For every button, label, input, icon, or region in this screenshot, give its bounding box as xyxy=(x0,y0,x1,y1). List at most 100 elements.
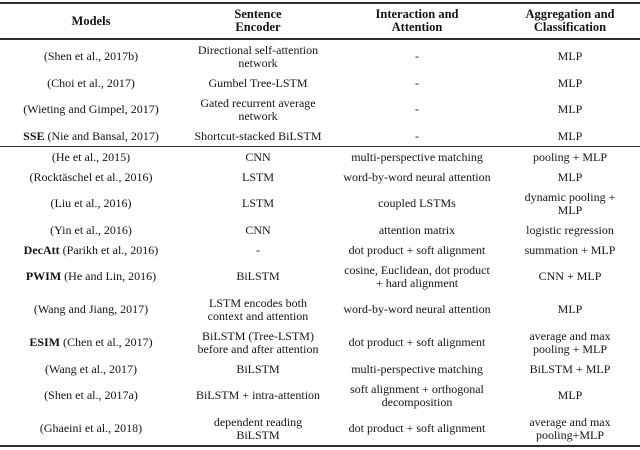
model-citation: (Wang and Jiang, 2017) xyxy=(33,302,149,316)
model-abbrev: ESIM xyxy=(29,335,61,349)
table-row: (He et al., 2015) CNN multi-perspective … xyxy=(0,147,640,167)
table-row: (Liu et al., 2016) LSTM coupled LSTMs dy… xyxy=(0,187,640,220)
interaction-cell: word-by-word neural attention xyxy=(343,302,491,316)
table-row: ESIM (Chen et al., 2017) BiLSTM (Tree-LS… xyxy=(0,326,640,359)
model-citation: (Liu et al., 2016) xyxy=(50,196,132,210)
model-cell: (Wang et al., 2017) xyxy=(0,359,182,379)
model-cell: (Shen et al., 2017b) xyxy=(0,47,182,67)
table-row: PWIM (He and Lin, 2016) BiLSTM cosine, E… xyxy=(0,260,640,293)
interaction-cell: dot product + soft alignment xyxy=(348,242,486,257)
aggregation-cell: CNN + MLP xyxy=(538,269,602,283)
model-citation: (Wang et al., 2017) xyxy=(44,361,137,376)
model-cell: PWIM (He and Lin, 2016) xyxy=(0,267,182,287)
encoder-cell: Directional self-attention network xyxy=(197,42,319,70)
aggregation-cell: MLP xyxy=(557,75,583,90)
model-citation: (Ghaeini et al., 2018) xyxy=(39,421,143,435)
model-citation: (He et al., 2015) xyxy=(51,149,131,164)
model-citation: (Parikh et al., 2016) xyxy=(59,242,159,257)
encoder-cell: BiLSTM xyxy=(236,361,280,376)
model-citation: (Shen et al., 2017a) xyxy=(44,388,138,402)
model-cell: (He et al., 2015) xyxy=(0,147,182,167)
interaction-cell: attention matrix xyxy=(378,222,456,237)
table-row: (Shen et al., 2017b) Directional self-at… xyxy=(0,40,640,73)
col-header-models: Models xyxy=(71,13,111,28)
table-row: (Ghaeini et al., 2018) dependent reading… xyxy=(0,412,640,445)
aggregation-cell: average and max pooling + MLP xyxy=(529,328,611,356)
encoder-cell: LSTM xyxy=(241,196,274,210)
aggregation-cell: MLP xyxy=(557,102,583,116)
encoder-cell: CNN xyxy=(245,149,271,164)
encoder-cell: dependent reading BiLSTM xyxy=(213,414,303,442)
aggregation-cell: BiLSTM + MLP xyxy=(529,361,611,376)
header-rule xyxy=(0,38,640,40)
aggregation-cell: MLP xyxy=(557,388,583,402)
aggregation-cell: average and max pooling+MLP xyxy=(529,414,611,442)
interaction-cell: multi-perspective matching xyxy=(351,149,483,164)
model-citation: (He and Lin, 2016) xyxy=(61,269,157,283)
model-cell: (Yin et al., 2016) xyxy=(0,220,182,240)
encoder-cell: LSTM encodes both context and attention xyxy=(207,295,309,323)
aggregation-cell: MLP xyxy=(557,128,583,143)
aggregation-cell: pooling + MLP xyxy=(532,149,608,164)
encoder-cell: CNN xyxy=(245,222,271,237)
encoder-cell: - xyxy=(256,242,260,257)
model-citation: (Shen et al., 2017b) xyxy=(43,49,139,63)
model-citation: (Choi et al., 2017) xyxy=(47,75,135,90)
model-cell: (Shen et al., 2017a) xyxy=(0,386,182,406)
encoder-cell: BiLSTM (Tree-LSTM) before and after atte… xyxy=(197,328,319,356)
model-cell: DecAtt (Parikh et al., 2016) xyxy=(0,240,182,260)
interaction-cell: - xyxy=(415,75,419,90)
table-row: (Wang and Jiang, 2017) LSTM encodes both… xyxy=(0,293,640,326)
table-row: (Choi et al., 2017) Gumbel Tree-LSTM - M… xyxy=(0,73,640,93)
model-cell: (Rocktäschel et al., 2016) xyxy=(0,167,182,187)
model-abbrev: DecAtt xyxy=(23,242,60,257)
model-cell: (Wieting and Gimpel, 2017) xyxy=(0,100,182,120)
model-cell: SSE (Nie and Bansal, 2017) xyxy=(0,126,182,146)
interaction-cell: - xyxy=(415,102,419,116)
table-row: (Rocktäschel et al., 2016) LSTM word-by-… xyxy=(0,167,640,187)
table-row: SSE (Nie and Bansal, 2017) Shortcut-stac… xyxy=(0,126,640,146)
model-citation: (Nie and Bansal, 2017) xyxy=(44,128,159,143)
table-row: (Shen et al., 2017a) BiLSTM + intra-atte… xyxy=(0,379,640,412)
interaction-cell: - xyxy=(415,49,419,63)
interaction-cell: dot product + soft alignment xyxy=(348,421,486,435)
section-divider-rule xyxy=(0,146,640,147)
aggregation-cell: MLP xyxy=(557,49,583,63)
model-cell: (Liu et al., 2016) xyxy=(0,194,182,214)
model-citation: (Rocktäschel et al., 2016) xyxy=(29,169,153,184)
aggregation-cell: MLP xyxy=(557,169,583,184)
table-row: DecAtt (Parikh et al., 2016) - dot produ… xyxy=(0,240,640,260)
table-row: (Wang et al., 2017) BiLSTM multi-perspec… xyxy=(0,359,640,379)
interaction-cell: cosine, Euclidean, dot product + hard al… xyxy=(344,262,490,290)
bottom-rule xyxy=(0,445,640,447)
interaction-cell: dot product + soft alignment xyxy=(348,335,486,349)
aggregation-cell: summation + MLP xyxy=(524,242,616,257)
model-abbrev: SSE xyxy=(23,128,45,143)
col-header-aggregation-classification: Aggregation and Classification xyxy=(525,7,615,34)
encoder-cell: LSTM xyxy=(241,169,274,184)
encoder-cell: Shortcut-stacked BiLSTM xyxy=(194,128,322,143)
model-citation: (Wieting and Gimpel, 2017) xyxy=(23,102,159,116)
model-citation: (Chen et al., 2017) xyxy=(60,335,153,349)
aggregation-cell: MLP xyxy=(557,302,583,316)
model-cell: (Ghaeini et al., 2018) xyxy=(0,419,182,439)
encoder-cell: Gated recurrent average network xyxy=(200,95,316,123)
model-cell: (Choi et al., 2017) xyxy=(0,73,182,93)
aggregation-cell: logistic regression xyxy=(526,222,614,237)
interaction-cell: multi-perspective matching xyxy=(351,361,483,376)
col-header-interaction-attention: Interaction and Attention xyxy=(375,7,459,34)
model-cell: ESIM (Chen et al., 2017) xyxy=(0,333,182,353)
header-row: Models Sentence Encoder Interaction and … xyxy=(0,4,640,38)
encoder-cell: BiLSTM + intra-attention xyxy=(195,388,321,402)
model-cell: (Wang and Jiang, 2017) xyxy=(0,300,182,320)
top-rule xyxy=(0,2,640,4)
interaction-cell: coupled LSTMs xyxy=(378,196,456,210)
table-row: (Wieting and Gimpel, 2017) Gated recurre… xyxy=(0,93,640,126)
model-citation: (Yin et al., 2016) xyxy=(50,222,132,237)
encoder-cell: BiLSTM xyxy=(236,269,280,283)
model-abbrev: PWIM xyxy=(25,269,62,283)
aggregation-cell: dynamic pooling + MLP xyxy=(524,189,616,217)
interaction-cell: - xyxy=(415,128,419,143)
encoder-cell: Gumbel Tree-LSTM xyxy=(208,75,308,90)
